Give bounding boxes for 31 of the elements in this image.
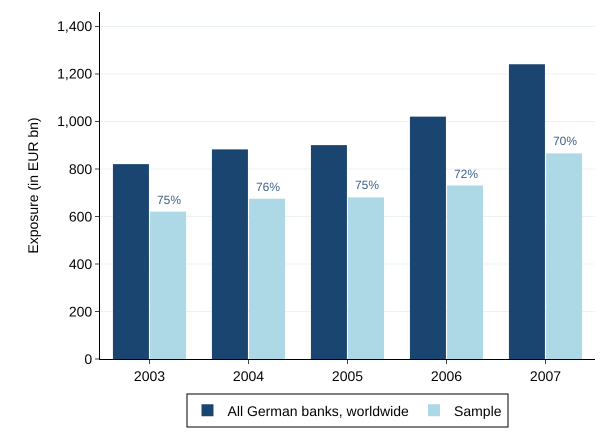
x-tick-label: 2006 bbox=[430, 368, 462, 384]
bar bbox=[112, 164, 149, 359]
bar bbox=[410, 116, 446, 359]
annotation: 76% bbox=[256, 180, 280, 194]
x-tick-label: 2004 bbox=[232, 368, 264, 384]
bar bbox=[212, 149, 248, 359]
annotation: 70% bbox=[553, 134, 578, 148]
y-tick-label: 200 bbox=[68, 303, 92, 320]
y-axis-title: Exposure (in EUR bn) bbox=[24, 117, 41, 254]
x-tick-label: 2007 bbox=[530, 368, 562, 384]
annotation: 75% bbox=[157, 193, 182, 207]
bar bbox=[310, 145, 347, 359]
bar bbox=[348, 197, 384, 359]
annotation: 72% bbox=[454, 167, 478, 181]
y-tick-label: 0 bbox=[84, 350, 92, 367]
legend-label: Sample bbox=[454, 402, 502, 419]
bar bbox=[249, 198, 286, 359]
legend-label: All German banks, worldwide bbox=[228, 402, 410, 419]
annotation: 75% bbox=[355, 178, 380, 192]
y-tick-label: 600 bbox=[68, 208, 92, 224]
bar bbox=[447, 186, 484, 359]
y-tick-label: 1,000 bbox=[57, 113, 92, 130]
x-tick-label: 2003 bbox=[134, 368, 166, 384]
bar bbox=[508, 64, 545, 359]
y-tick-label: 1,400 bbox=[57, 18, 92, 34]
y-tick-label: 1,200 bbox=[57, 66, 92, 82]
bar bbox=[150, 212, 186, 359]
x-tick-label: 2005 bbox=[332, 368, 364, 384]
bar bbox=[546, 153, 582, 359]
y-tick-label: 400 bbox=[68, 256, 92, 272]
y-tick-label: 800 bbox=[68, 160, 92, 177]
